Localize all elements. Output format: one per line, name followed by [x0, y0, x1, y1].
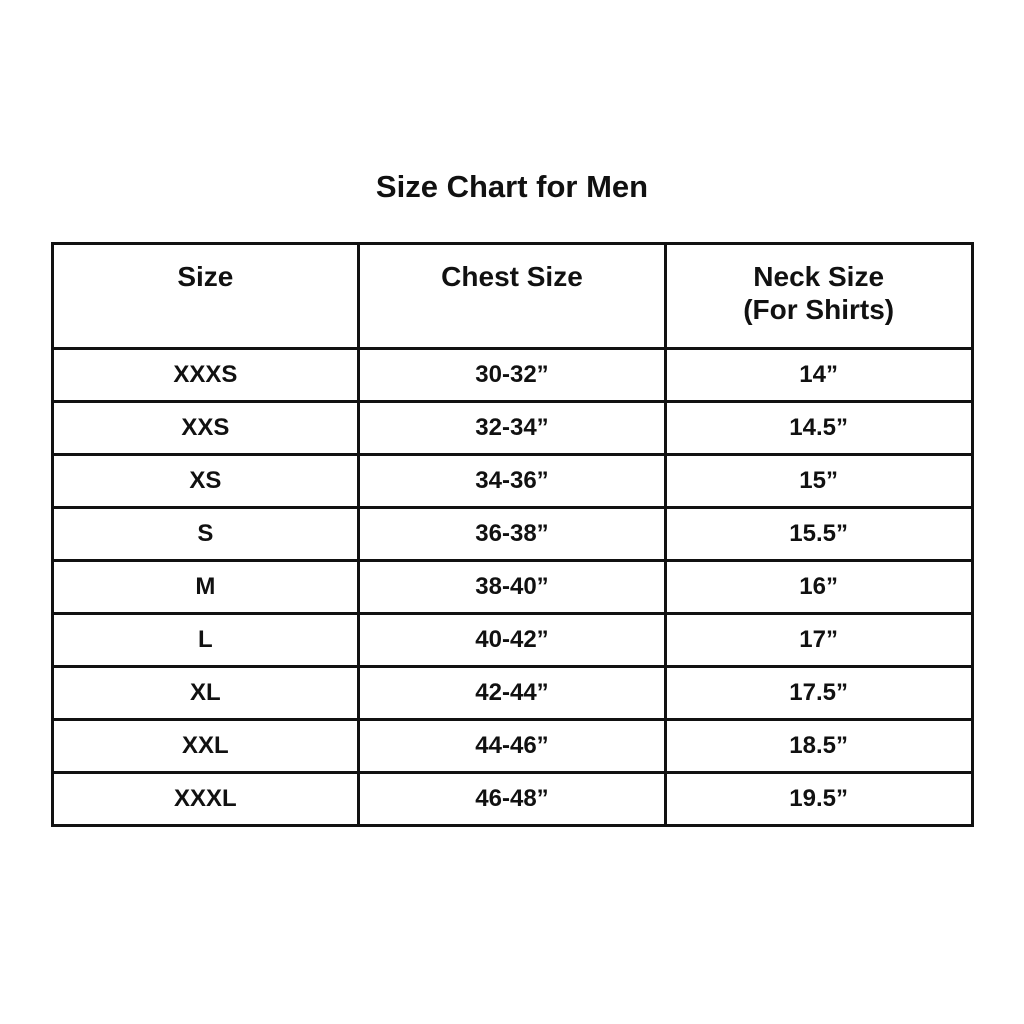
table-row: S 36-38” 15.5”	[50, 506, 974, 562]
chest-size-cell: 32-34”	[357, 400, 667, 456]
size-cell: XXXL	[50, 771, 361, 827]
size-cell: XXXS	[50, 347, 361, 403]
neck-size-cell: 19.5”	[663, 771, 974, 827]
chest-size-cell: 30-32”	[357, 347, 667, 403]
size-cell: XXL	[50, 718, 361, 774]
neck-size-cell: 14.5”	[663, 400, 974, 456]
header-sublabel: (For Shirts)	[743, 294, 895, 325]
header-cell-neck-size: Neck Size (For Shirts)	[663, 242, 974, 350]
neck-size-cell: 17”	[663, 612, 974, 668]
table-row: L 40-42” 17”	[50, 612, 974, 668]
chest-size-cell: 38-40”	[357, 559, 667, 615]
size-cell: XS	[50, 453, 361, 509]
table-header: Size Chest Size Neck Size (For Shirts)	[50, 242, 974, 350]
header-row: Size Chest Size Neck Size (For Shirts)	[50, 242, 974, 350]
size-cell: S	[50, 506, 361, 562]
table-row: XXXL 46-48” 19.5”	[50, 771, 974, 827]
table-row: XXXS 30-32” 14”	[50, 347, 974, 403]
size-cell: XXS	[50, 400, 361, 456]
neck-size-cell: 18.5”	[663, 718, 974, 774]
chest-size-cell: 42-44”	[357, 665, 667, 721]
neck-size-cell: 16”	[663, 559, 974, 615]
table-body: XXXS 30-32” 14” XXS 32-34” 14.5” XS 34-3…	[50, 347, 974, 827]
size-chart-table: Size Chest Size Neck Size (For Shirts) X…	[50, 242, 974, 827]
header-cell-size: Size	[50, 242, 361, 350]
chest-size-cell: 34-36”	[357, 453, 667, 509]
table-row: XXL 44-46” 18.5”	[50, 718, 974, 774]
header-label: Chest Size	[441, 261, 583, 292]
neck-size-cell: 15”	[663, 453, 974, 509]
chest-size-cell: 40-42”	[357, 612, 667, 668]
table-row: XL 42-44” 17.5”	[50, 665, 974, 721]
header-label: Neck Size	[753, 261, 885, 292]
size-cell: XL	[50, 665, 361, 721]
page-title: Size Chart for Men	[375, 169, 649, 204]
chest-size-cell: 36-38”	[357, 506, 667, 562]
table-row: XS 34-36” 15”	[50, 453, 974, 509]
table-row: M 38-40” 16”	[50, 559, 974, 615]
header-label: Size	[177, 261, 234, 292]
neck-size-cell: 14”	[663, 347, 974, 403]
neck-size-cell: 15.5”	[663, 506, 974, 562]
size-cell: M	[50, 559, 361, 615]
chest-size-cell: 44-46”	[357, 718, 667, 774]
neck-size-cell: 17.5”	[663, 665, 974, 721]
chest-size-cell: 46-48”	[357, 771, 667, 827]
size-cell: L	[50, 612, 361, 668]
header-cell-chest-size: Chest Size	[357, 242, 667, 350]
table-row: XXS 32-34” 14.5”	[50, 400, 974, 456]
